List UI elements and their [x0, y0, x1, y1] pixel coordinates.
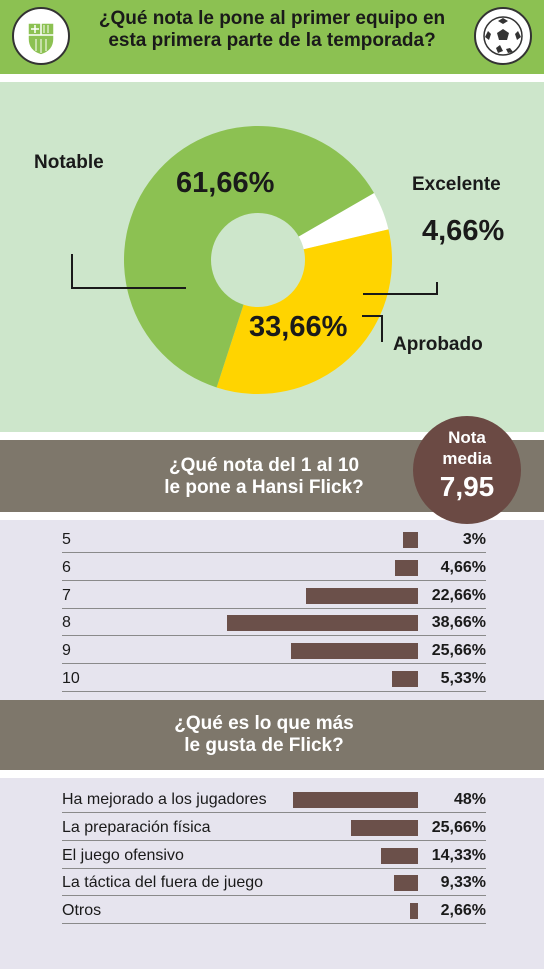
average-badge: Nota media 7,95 — [413, 416, 521, 524]
bar-value: 9,33% — [440, 874, 486, 892]
question-flick-rating: ¿Qué nota del 1 al 10 le pone a Hansi Fl… — [0, 455, 536, 499]
bar-value: 22,66% — [431, 586, 486, 604]
table-row: 9 25,66% — [62, 637, 486, 665]
leader-line-aprobado — [362, 315, 383, 342]
bar — [293, 792, 418, 808]
page-title: ¿Qué nota le pone al primer equipo en es… — [82, 8, 462, 52]
row-label: 7 — [62, 586, 71, 604]
pie-hole — [211, 213, 305, 307]
title-line-2: esta primera parte de la temporada? — [108, 30, 436, 51]
rating-list-area — [0, 520, 544, 700]
question-line-1: ¿Qué es lo que más — [174, 713, 354, 734]
row-label: 9 — [62, 642, 71, 660]
table-row: Otros 2,66% — [62, 897, 486, 925]
bar — [226, 615, 418, 632]
bar-value: 38,66% — [431, 614, 486, 632]
table-row: La preparación física 25,66% — [62, 814, 486, 841]
separator — [0, 770, 544, 778]
question-line-1: ¿Qué nota del 1 al 10 — [168, 455, 360, 476]
bar — [351, 819, 418, 836]
separator — [0, 512, 544, 520]
separator — [0, 432, 544, 440]
bar-value: 25,66% — [431, 642, 486, 660]
table-row: 10 5,33% — [62, 665, 486, 692]
table-row: 7 22,66% — [62, 582, 486, 609]
row-label: Ha mejorado a los jugadores — [62, 791, 267, 808]
bar-value: 48% — [453, 791, 486, 808]
leader-line-notable — [71, 254, 186, 289]
row-label: Otros — [62, 902, 102, 920]
bar-value: 4,66% — [440, 558, 486, 576]
table-row: 6 4,66% — [62, 554, 486, 581]
bar — [403, 532, 418, 548]
bar-value: 14,33% — [431, 846, 486, 864]
bar — [393, 875, 418, 892]
slice-label-notable: Notable — [34, 152, 104, 173]
bar — [305, 587, 418, 604]
bar — [391, 671, 418, 687]
slice-value-notable: 61,66% — [176, 167, 275, 199]
bar — [410, 903, 418, 920]
bar-value: 2,66% — [440, 902, 486, 920]
question-line-2: le pone a Hansi Flick? — [164, 477, 364, 498]
separator — [0, 74, 544, 82]
row-label: 10 — [62, 670, 80, 687]
table-row: Ha mejorado a los jugadores 48% — [62, 786, 486, 813]
table-row: 8 38,66% — [62, 609, 486, 637]
row-label: La preparación física — [62, 818, 211, 836]
title-line-1: ¿Qué nota le pone al primer equipo en — [98, 8, 446, 29]
question-likes: ¿Qué es lo que más le gusta de Flick? — [0, 713, 536, 757]
table-row: El juego ofensivo 14,33% — [62, 842, 486, 869]
club-crest-icon — [12, 7, 70, 65]
bar-value: 5,33% — [440, 670, 486, 687]
bar-value: 3% — [462, 531, 486, 548]
slice-label-excelente: Excelente — [412, 174, 501, 195]
row-label: 5 — [62, 531, 71, 548]
bar — [380, 847, 418, 864]
pie-chart: Notable 61,66% Excelente 4,66% 33,66% Ap… — [34, 125, 504, 394]
header-band: ¿Qué nota le pone al primer equipo en es… — [0, 0, 544, 74]
slice-value-aprobado: 33,66% — [249, 311, 348, 343]
question-line-2: le gusta de Flick? — [184, 735, 344, 756]
row-label: El juego ofensivo — [62, 846, 184, 864]
leader-line-excelente — [363, 282, 438, 295]
bar — [290, 643, 418, 660]
slice-value-excelente: 4,66% — [422, 215, 504, 247]
pie-chart-area: Notable 61,66% Excelente 4,66% 33,66% Ap… — [0, 82, 544, 432]
section-header-likes — [0, 700, 544, 770]
average-label-2: media — [442, 449, 492, 468]
table-row: 5 3% — [62, 526, 486, 553]
slice-label-aprobado: Aprobado — [393, 334, 483, 355]
soccer-ball-icon — [474, 7, 532, 65]
average-label-1: Nota — [448, 428, 486, 447]
average-value: 7,95 — [439, 471, 495, 502]
row-label: La táctica del fuera de juego — [62, 874, 264, 892]
bar-value: 25,66% — [431, 818, 486, 836]
bar — [394, 559, 418, 576]
row-label: 8 — [62, 614, 71, 632]
table-row: La táctica del fuera de juego 9,33% — [62, 869, 486, 897]
row-label: 6 — [62, 558, 71, 576]
